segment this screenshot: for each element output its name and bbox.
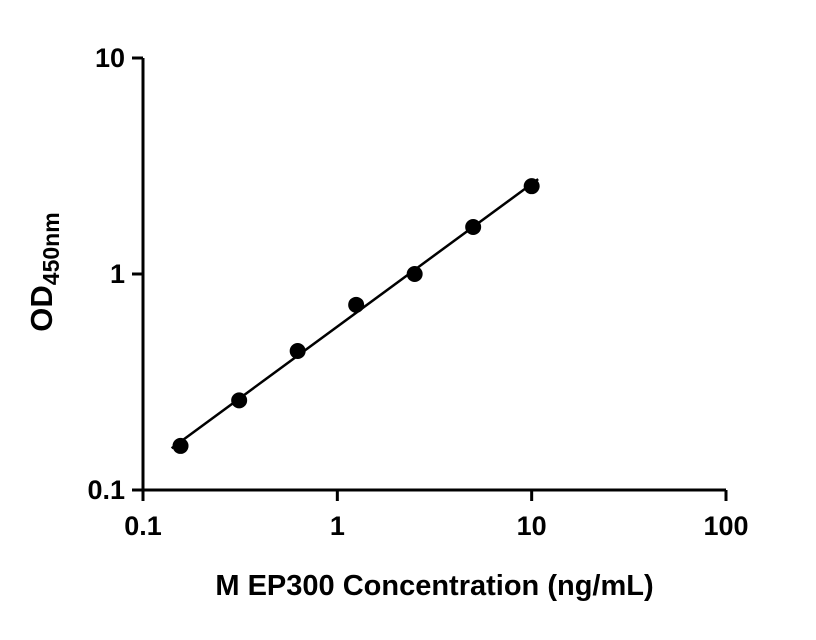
data-point	[289, 343, 306, 360]
data-point	[172, 437, 189, 454]
data-point	[465, 219, 482, 236]
x-tick-label: 1	[330, 511, 345, 541]
x-axis-title: M EP300 Concentration (ng/mL)	[215, 570, 653, 602]
y-tick-label: 10	[95, 43, 125, 73]
x-tick-label: 0.1	[124, 511, 162, 541]
data-point	[348, 296, 365, 313]
x-tick-label: 10	[517, 511, 547, 541]
y-tick-label: 1	[110, 259, 125, 289]
fit-line	[170, 178, 539, 450]
data-point	[406, 266, 423, 282]
data-point	[523, 178, 540, 195]
y-tick-label: 0.1	[87, 475, 125, 505]
x-tick-label: 100	[703, 511, 748, 541]
data-point	[231, 392, 248, 409]
y-axis-title: OD450nm	[24, 212, 64, 331]
